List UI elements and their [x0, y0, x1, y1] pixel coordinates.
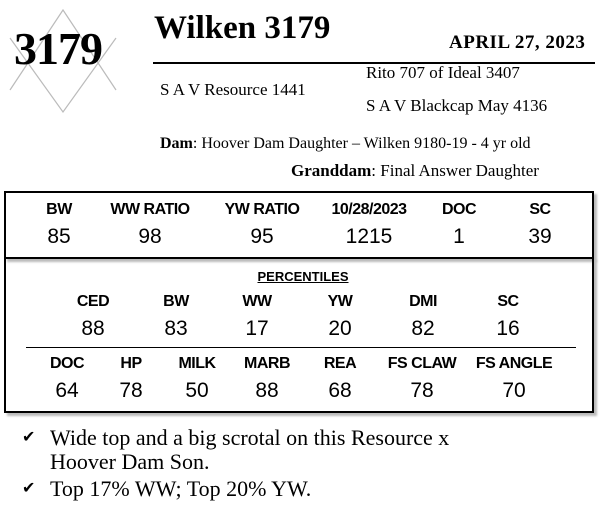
percentiles-divider [26, 347, 576, 348]
stat-value: 98 [138, 225, 162, 248]
stat-label: SC [529, 201, 551, 218]
stat-label: SC [497, 293, 519, 310]
granddam-line: Granddam: Final Answer Daughter [291, 161, 539, 181]
stat-label: DMI [409, 293, 437, 310]
stat-value: 78 [119, 379, 143, 402]
sire: S A V Resource 1441 [160, 80, 306, 99]
animal-title: Wilken 3179 [154, 10, 331, 46]
stat-value: 17 [245, 317, 269, 340]
stat-label: MILK [178, 355, 216, 372]
stat-value: 88 [255, 379, 279, 402]
stat-value: 16 [496, 317, 520, 340]
stat-value: 64 [55, 379, 79, 402]
stat-label: CED [76, 293, 110, 310]
dam-line: Dam: Hoover Dam Daughter – Wilken 9180-1… [160, 135, 531, 153]
stat-label: 10/28/2023 [331, 201, 407, 218]
stat-label: DOC [49, 355, 85, 372]
granddam-label: Granddam [291, 161, 372, 180]
stat-value: 85 [47, 225, 71, 248]
sire-dam: S A V Blackcap May 4136 [366, 96, 548, 115]
sale-date: APRIL 27, 2023 [449, 32, 586, 53]
sire-sire: Rito 707 of Ideal 3407 [366, 63, 520, 82]
stat-value: 78 [410, 379, 434, 402]
granddam-value: : Final Answer Daughter [371, 161, 539, 180]
stat-value: 1215 [345, 225, 393, 248]
percentiles-box: PERCENTILES CED 88 BW 83 WW 17 YW 20 DMI 82 SC 16 D… [4, 257, 594, 413]
stat-value: 82 [411, 317, 435, 340]
stat-label: BW [163, 293, 189, 310]
percentiles-title: PERCENTILES [257, 269, 349, 284]
stats-box: BW 85 WW RATIO 98 YW RATIO 95 10/28/2023 1215 DO… [4, 191, 594, 259]
stat-label: WW [242, 293, 272, 310]
stat-label: REA [323, 355, 357, 372]
stat-label: MARB [244, 355, 291, 372]
stat-value: 95 [250, 225, 274, 248]
stat-value: 1 [453, 225, 465, 248]
stat-value: 88 [81, 317, 105, 340]
stat-label: DOC [441, 201, 477, 218]
stat-label: FS ANGLE [475, 355, 553, 372]
stat-value: 68 [328, 379, 352, 402]
stat-label: BW [46, 201, 72, 218]
stat-label: HP [120, 355, 142, 372]
note-line: Hoover Dam Son. [50, 449, 210, 474]
stat-label: FS CLAW [387, 355, 457, 372]
stat-value: 83 [164, 317, 188, 340]
stat-label: YW [327, 293, 353, 310]
check-icon: ✔ [22, 480, 36, 497]
dam-label: Dam [160, 135, 193, 152]
note-line: Wide top and a big scrotal on this Resou… [50, 425, 450, 450]
stat-value: 39 [528, 225, 552, 248]
stat-label: WW RATIO [110, 201, 190, 218]
dam-value: : Hoover Dam Daughter – Wilken 9180-19 -… [192, 135, 531, 152]
diamond-watermark-icon [9, 8, 117, 114]
stat-value: 20 [328, 317, 352, 340]
note-line: Top 17% WW; Top 20% YW. [50, 476, 312, 501]
stat-value: 50 [185, 379, 209, 402]
check-icon: ✔ [22, 429, 36, 446]
lot-number: 3179 [14, 23, 103, 74]
stat-label: YW RATIO [224, 201, 300, 218]
stat-value: 70 [502, 379, 526, 402]
title-rule [153, 62, 595, 64]
